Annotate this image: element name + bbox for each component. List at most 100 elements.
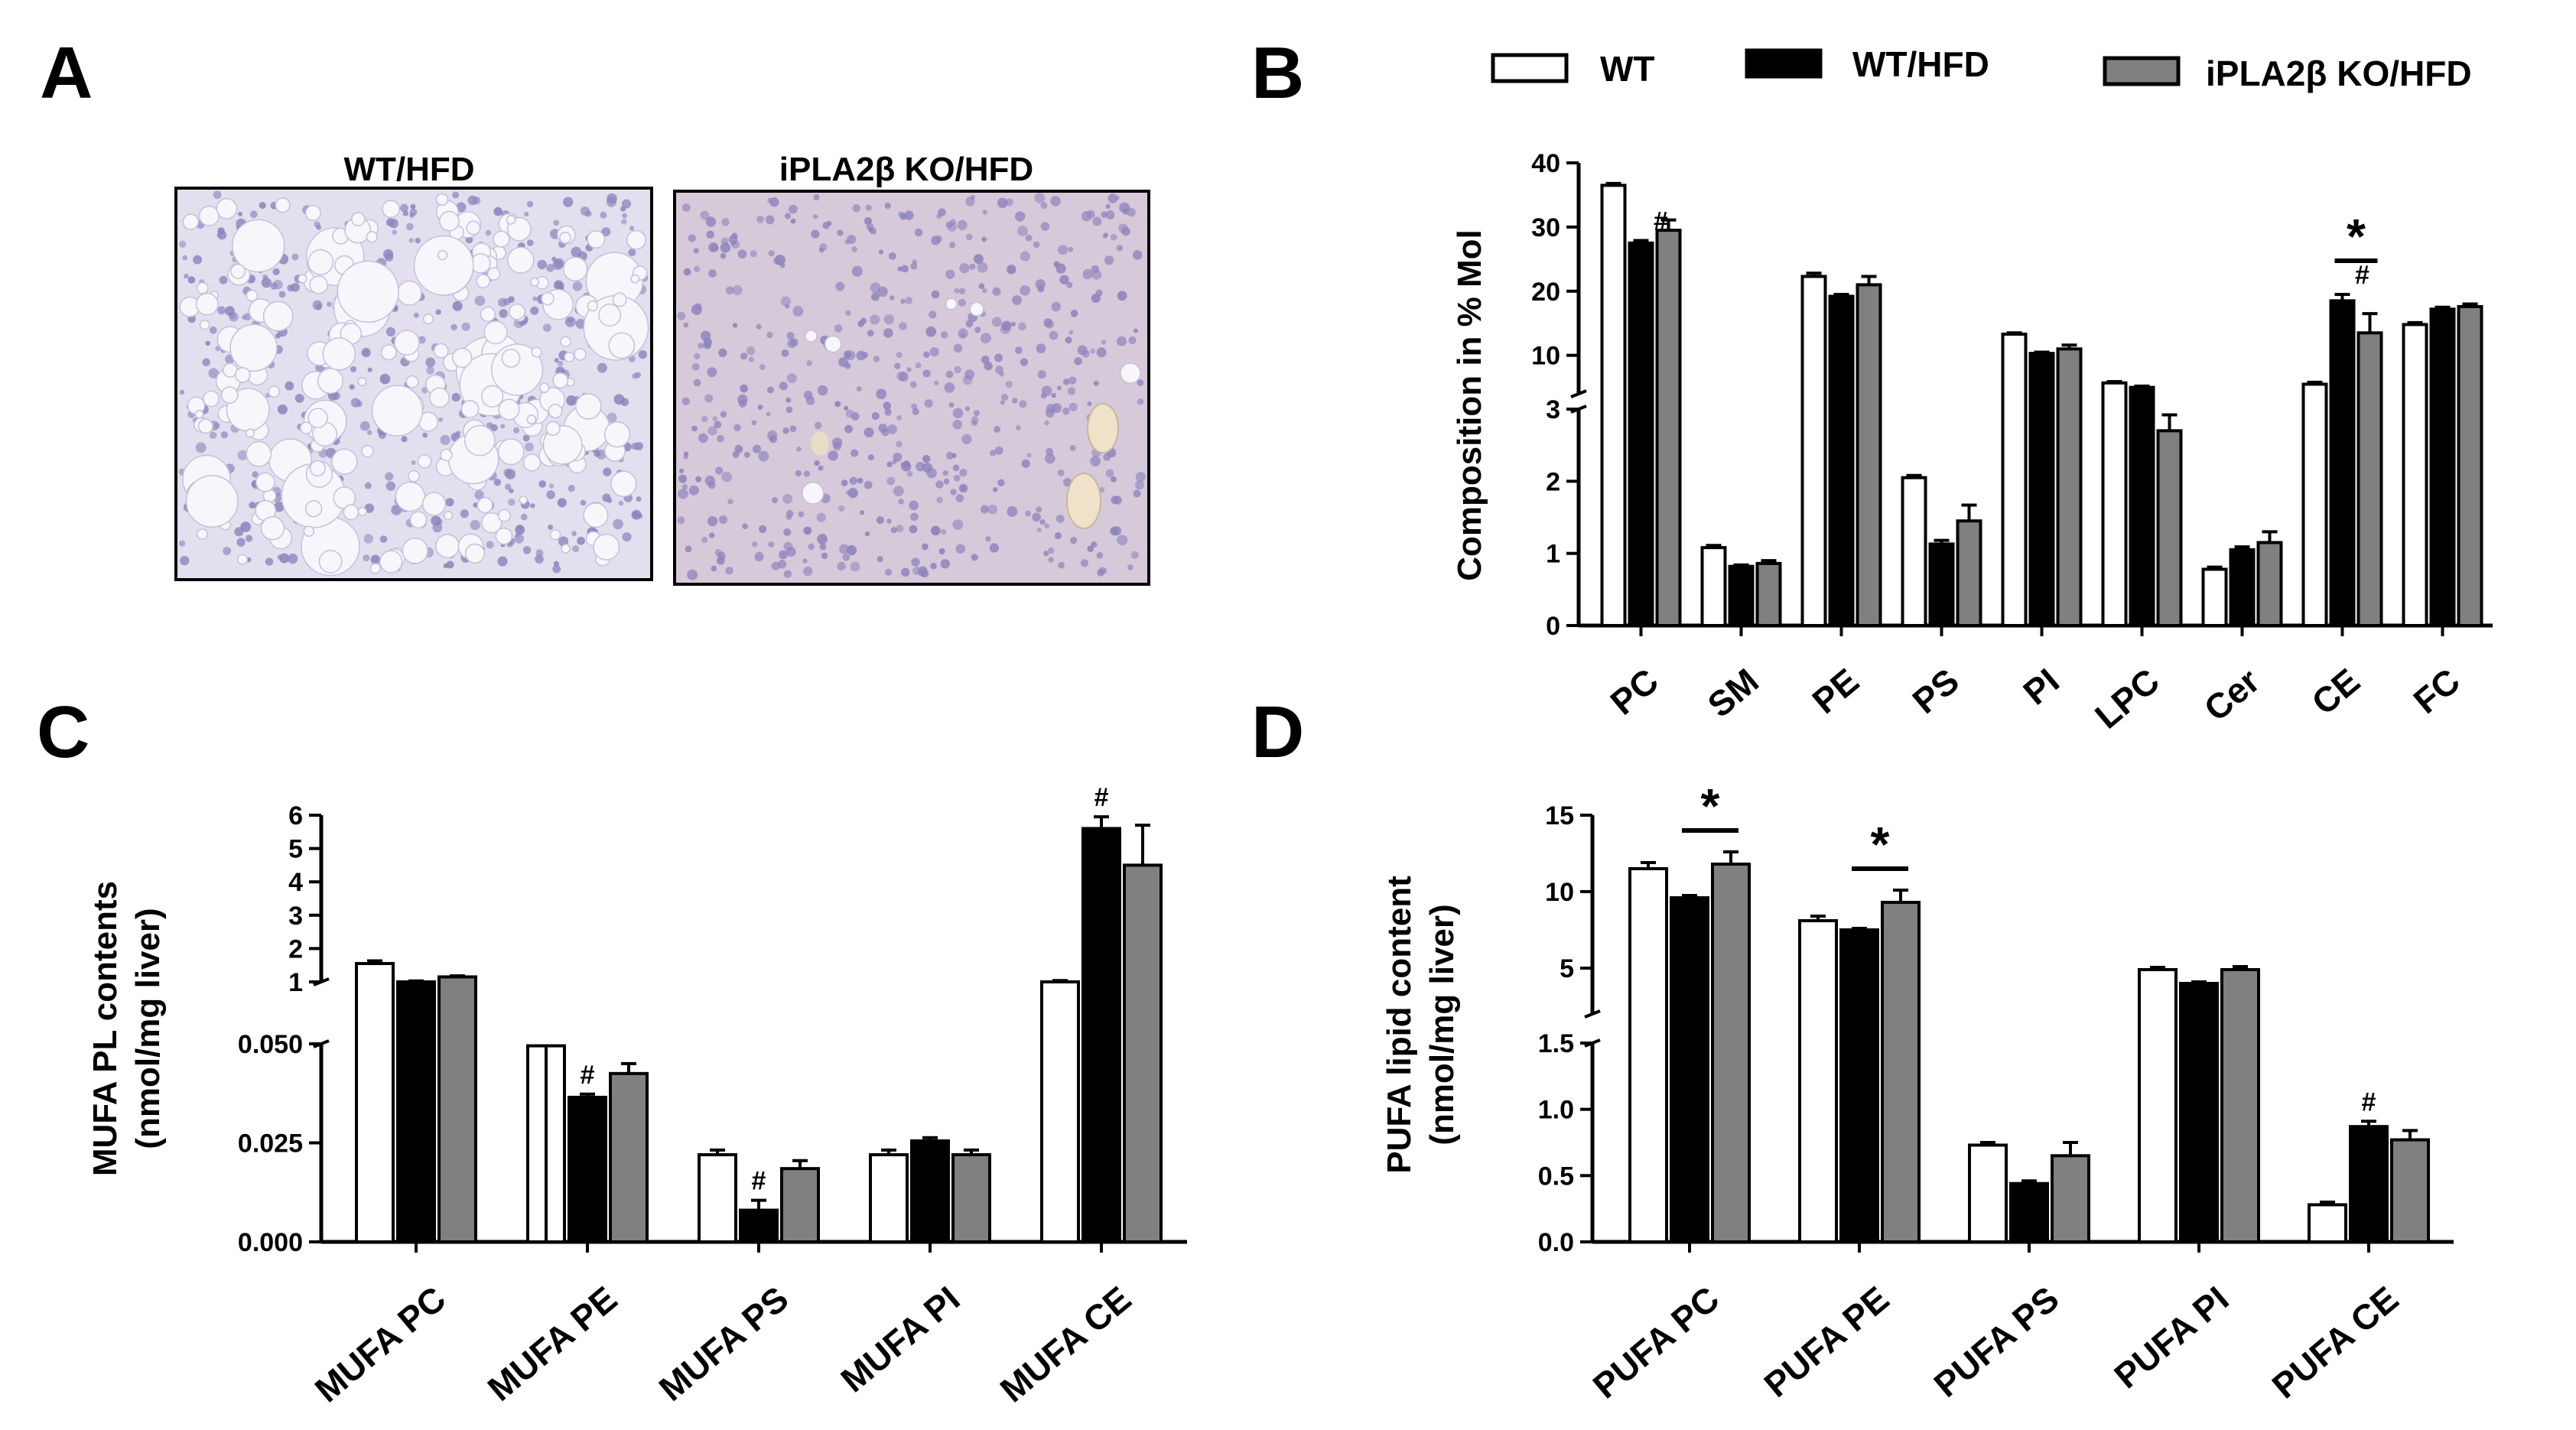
vacuole-left bbox=[220, 386, 239, 404]
nucleus-right bbox=[911, 557, 920, 567]
nucleus-right bbox=[1113, 496, 1122, 505]
chart-b-category-label: PE bbox=[1804, 661, 1865, 721]
nucleus-left bbox=[546, 264, 555, 272]
nucleus-right bbox=[1110, 476, 1117, 483]
nucleus-left bbox=[564, 316, 576, 327]
nucleus-left bbox=[500, 424, 506, 429]
nucleus-right bbox=[924, 398, 933, 408]
vacuole-left bbox=[526, 414, 537, 425]
nucleus-right bbox=[955, 494, 964, 502]
nucleus-left bbox=[422, 432, 428, 438]
nucleus-right bbox=[876, 515, 884, 525]
chart-b-y-tick-label: 1 bbox=[1546, 540, 1560, 569]
nucleus-left bbox=[385, 327, 395, 337]
nucleus-right bbox=[897, 266, 903, 271]
chart-b-y-tick-label: 0 bbox=[1546, 612, 1560, 641]
nucleus-right bbox=[771, 561, 780, 570]
nucleus-right bbox=[1068, 330, 1074, 335]
nucleus-right bbox=[893, 486, 904, 497]
chart-b-y-tick-label: 10 bbox=[1531, 342, 1560, 371]
nucleus-left bbox=[485, 229, 492, 236]
nucleus-right bbox=[687, 569, 698, 580]
nucleus-left bbox=[509, 488, 514, 494]
nucleus-right bbox=[953, 474, 961, 482]
nucleus-left bbox=[389, 218, 399, 229]
nucleus-right bbox=[929, 310, 937, 319]
nucleus-left bbox=[259, 202, 266, 210]
nucleus-right bbox=[989, 543, 1000, 553]
chart-b: 0 1 2 3 10 20 30 40 Composition in % Mol PC SM PE PS… bbox=[1451, 149, 2493, 736]
nucleus-left bbox=[219, 275, 228, 284]
vacuole-left bbox=[230, 263, 246, 279]
chart-d-y-axis-label: (nmol/mg liver) bbox=[1423, 904, 1461, 1145]
nucleus-right bbox=[910, 262, 918, 270]
nucleus-right bbox=[965, 320, 974, 328]
vacuole-left bbox=[413, 235, 474, 296]
chart-d-bar-wt-hfd bbox=[2179, 982, 2219, 1243]
nucleus-right bbox=[1025, 510, 1032, 517]
nucleus-right bbox=[682, 203, 691, 212]
nucleus-right bbox=[732, 323, 738, 328]
nucleus-right bbox=[1007, 265, 1016, 275]
nucleus-right bbox=[751, 420, 757, 426]
nucleus-left bbox=[426, 366, 434, 375]
vacuole-left bbox=[185, 475, 239, 528]
nucleus-right bbox=[953, 343, 963, 353]
nucleus-right bbox=[1018, 322, 1026, 331]
nucleus-right bbox=[1105, 203, 1111, 210]
nucleus-right bbox=[1020, 285, 1030, 296]
nucleus-right bbox=[754, 551, 764, 562]
nucleus-left bbox=[316, 224, 322, 230]
nucleus-right bbox=[677, 516, 685, 525]
chart-d-y-tick-label: 10 bbox=[1545, 878, 1574, 907]
nucleus-left bbox=[613, 518, 623, 530]
nucleus-left bbox=[379, 535, 388, 543]
nucleus-right bbox=[948, 242, 956, 249]
nucleus-left bbox=[363, 534, 373, 544]
chart-b-bar-wt bbox=[1800, 275, 1827, 627]
nucleus-left bbox=[520, 513, 528, 521]
vacuole-left bbox=[435, 193, 449, 206]
vacuole-left bbox=[548, 403, 563, 418]
nucleus-right bbox=[1048, 547, 1055, 554]
nucleus-right bbox=[1117, 336, 1127, 346]
chart-b-category-label: PS bbox=[1904, 661, 1966, 721]
nucleus-right bbox=[718, 348, 727, 358]
nucleus-right bbox=[912, 259, 918, 265]
chart-d: 0.0 0.5 1.0 1.5 5 10 15 PUFA lipid content (nmol… bbox=[1381, 778, 2454, 1406]
nucleus-right bbox=[952, 519, 964, 530]
chart-b-bar-wt-hfd bbox=[1928, 542, 1955, 627]
chart-d-y-tick-label: 0.0 bbox=[1538, 1228, 1574, 1257]
nucleus-right bbox=[1114, 195, 1120, 200]
nucleus-left bbox=[472, 196, 481, 205]
nucleus-right bbox=[1104, 255, 1114, 265]
nucleus-left bbox=[237, 450, 248, 460]
nucleus-right bbox=[1101, 211, 1107, 218]
nucleus-right bbox=[691, 362, 700, 371]
nucleus-left bbox=[356, 400, 363, 408]
nucleus-right bbox=[1051, 301, 1061, 312]
panel-label-d: D bbox=[1251, 691, 1304, 773]
nucleus-right bbox=[1010, 321, 1016, 327]
chart-d-y-tick-label: 1.0 bbox=[1538, 1096, 1574, 1125]
vacuole-left bbox=[307, 408, 328, 428]
chart-c-significance-hash: # bbox=[581, 1061, 595, 1090]
nucleus-right bbox=[1015, 211, 1026, 222]
nucleus-right bbox=[904, 210, 914, 220]
nucleus-right bbox=[899, 322, 907, 330]
nucleus-right bbox=[917, 566, 928, 577]
nucleus-right bbox=[997, 479, 1005, 486]
nucleus-right bbox=[787, 339, 796, 349]
nucleus-left bbox=[208, 368, 220, 379]
vacuole-left bbox=[440, 448, 453, 462]
vacuole-left bbox=[309, 275, 328, 294]
vacuole-left bbox=[560, 336, 571, 348]
nucleus-right bbox=[985, 536, 991, 542]
nucleus-left bbox=[535, 554, 544, 564]
nucleus-right bbox=[1005, 380, 1013, 388]
nucleus-right bbox=[893, 452, 903, 462]
chart-b-bar-ipla2-ko-hfd bbox=[1956, 519, 1982, 628]
vacuole-left bbox=[405, 375, 419, 388]
chart-b-bar-wt bbox=[1901, 476, 1927, 627]
nucleus-right bbox=[847, 488, 858, 499]
